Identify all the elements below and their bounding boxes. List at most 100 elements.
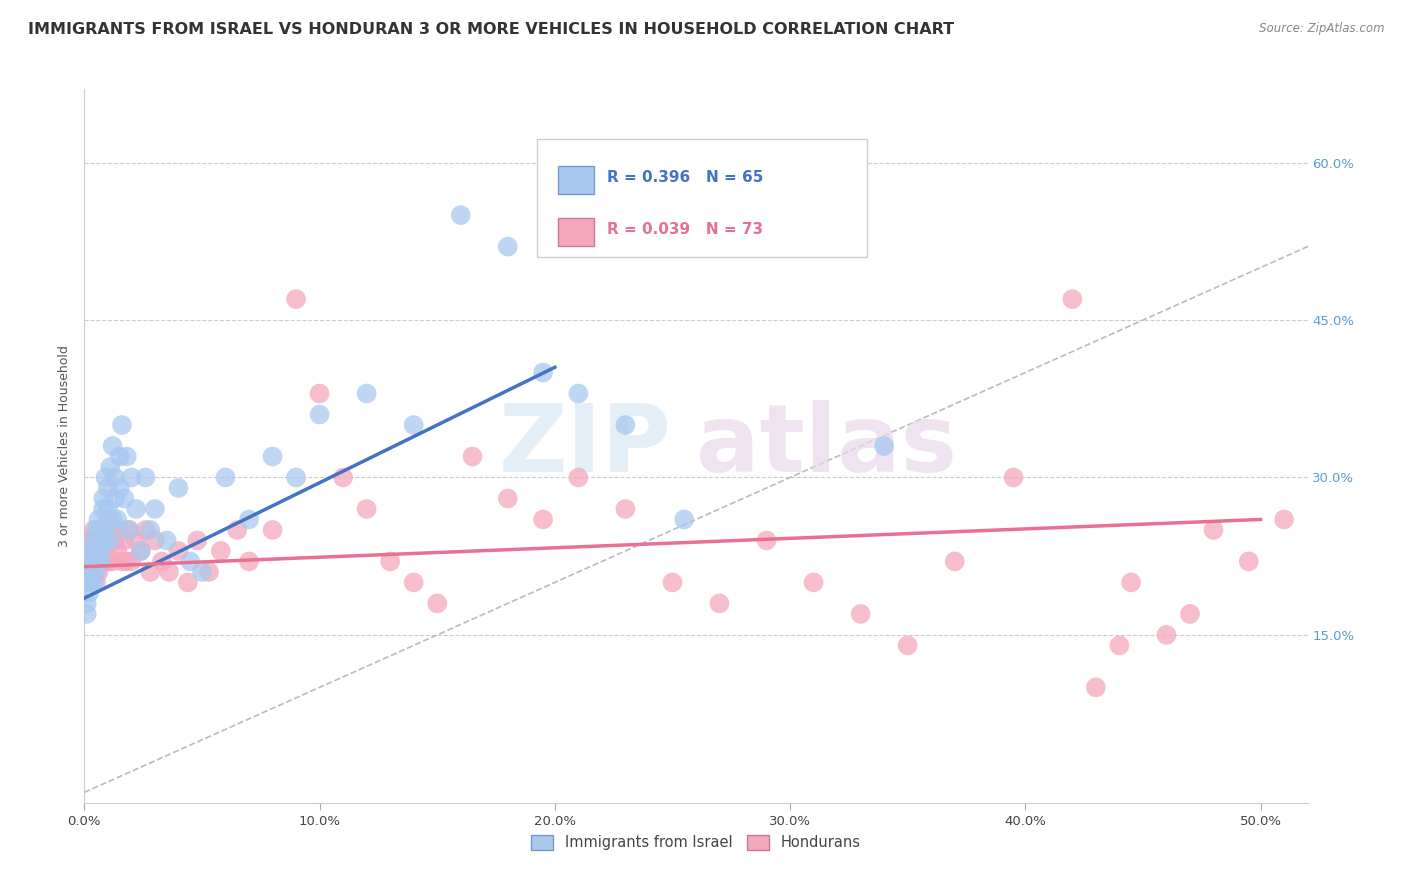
Point (191, 565, 214, 579)
Point (83, 554, 105, 568)
Point (91, 491, 114, 506)
Point (1084, 681, 1107, 695)
Point (77, 533, 100, 548)
Point (531, 512, 554, 526)
Text: R = 0.039   N = 73: R = 0.039 N = 73 (606, 222, 763, 237)
Point (87, 565, 110, 579)
Point (90, 523, 112, 537)
Point (614, 417, 637, 432)
Point (125, 533, 148, 548)
Point (226, 523, 249, 537)
Point (238, 554, 260, 568)
Point (83, 575, 105, 590)
Point (87, 533, 110, 548)
Point (105, 544, 128, 558)
Point (94, 544, 117, 558)
Point (87, 512, 110, 526)
Point (179, 554, 201, 568)
Point (115, 450, 138, 464)
Point (531, 366, 554, 380)
Point (356, 386, 378, 401)
Point (1272, 512, 1295, 526)
Point (186, 533, 208, 548)
Point (91, 554, 114, 568)
Point (101, 554, 124, 568)
Point (101, 439, 124, 453)
Point (115, 554, 138, 568)
Point (97, 512, 120, 526)
Point (143, 533, 166, 548)
Point (356, 502, 378, 516)
Point (80, 575, 103, 590)
Point (496, 239, 519, 253)
Point (94, 523, 117, 537)
Point (849, 607, 872, 621)
Point (84, 565, 107, 579)
Point (332, 470, 354, 484)
Point (209, 544, 232, 558)
Point (104, 533, 127, 548)
Point (426, 596, 449, 610)
Point (76, 607, 98, 621)
Point (614, 502, 637, 516)
Point (83, 533, 105, 548)
Point (98, 533, 121, 548)
Point (111, 417, 134, 432)
Point (104, 491, 127, 506)
Point (97, 554, 120, 568)
Point (120, 470, 142, 484)
Point (1202, 523, 1225, 537)
Point (285, 292, 308, 306)
Point (1343, 681, 1365, 695)
Point (80, 544, 103, 558)
Point (1062, 292, 1084, 306)
Point (80, 565, 103, 579)
Point (80, 565, 103, 579)
Point (94, 470, 117, 484)
Point (90, 554, 112, 568)
Point (112, 533, 135, 548)
Text: IMMIGRANTS FROM ISRAEL VS HONDURAN 3 OR MORE VEHICLES IN HOUSEHOLD CORRELATION C: IMMIGRANTS FROM ISRAEL VS HONDURAN 3 OR … (28, 22, 955, 37)
Point (262, 523, 284, 537)
Point (238, 512, 260, 526)
Point (129, 544, 152, 558)
Point (83, 523, 105, 537)
Text: ZIP: ZIP (499, 400, 672, 492)
Point (125, 502, 148, 516)
Point (139, 523, 162, 537)
Point (77, 575, 100, 590)
Point (567, 386, 589, 401)
Point (496, 491, 519, 506)
Point (77, 565, 100, 579)
Point (83, 554, 105, 568)
Point (87, 544, 110, 558)
Point (84, 544, 107, 558)
Point (198, 565, 221, 579)
Bar (558, 218, 595, 246)
Point (76, 596, 98, 610)
Point (118, 523, 141, 537)
Text: R = 0.396   N = 65: R = 0.396 N = 65 (606, 170, 763, 186)
Point (135, 470, 157, 484)
Point (1002, 470, 1025, 484)
Point (135, 523, 157, 537)
Point (709, 596, 731, 610)
Point (112, 491, 135, 506)
Point (87, 554, 110, 568)
Point (90, 544, 112, 558)
Point (108, 450, 131, 464)
Point (661, 575, 683, 590)
Point (402, 575, 425, 590)
Point (461, 450, 484, 464)
Point (308, 386, 330, 401)
Point (450, 208, 472, 222)
Point (177, 575, 200, 590)
Point (108, 523, 131, 537)
FancyBboxPatch shape (537, 139, 868, 257)
Point (105, 512, 128, 526)
Point (84, 523, 107, 537)
Point (104, 470, 127, 484)
Point (1237, 554, 1260, 568)
Point (84, 533, 107, 548)
Point (156, 533, 179, 548)
